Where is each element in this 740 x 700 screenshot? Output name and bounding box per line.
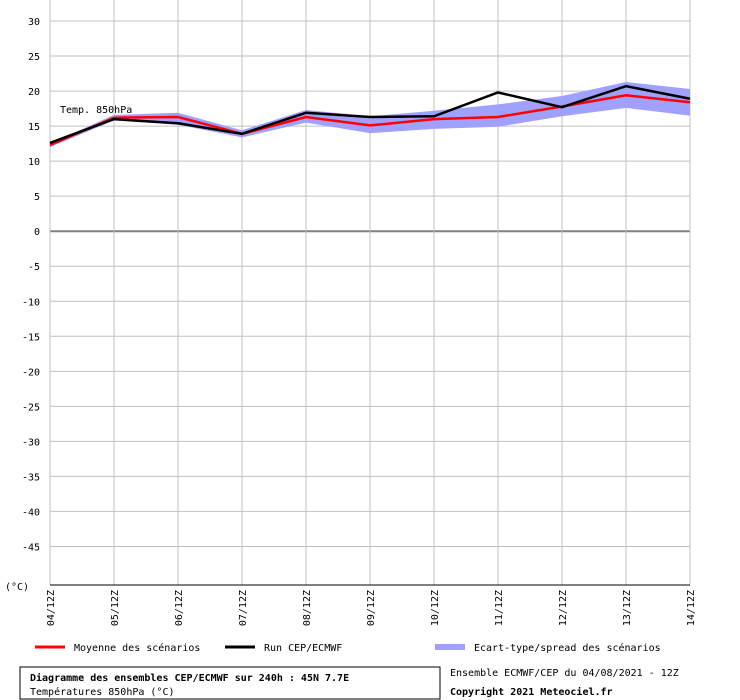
series-line	[49, 94, 691, 147]
footer-subtitle: Températures 850hPa (°C)	[30, 686, 175, 698]
y-tick-label: 0	[34, 227, 40, 238]
annotation: Temp. 850hPa	[60, 105, 132, 116]
y-tick-label: -25	[22, 402, 40, 413]
legend-label: Ecart-type/spread des scénarios	[474, 642, 661, 654]
x-tick-label: 08/12Z	[302, 590, 313, 626]
x-tick-label: 06/12Z	[174, 590, 185, 626]
footer-title: Diagramme des ensembles CEP/ECMWF sur 24…	[30, 672, 349, 684]
y-tick-label: 25	[28, 52, 40, 63]
x-tick-label: 07/12Z	[238, 590, 249, 626]
copyright: Copyright 2021 Meteociel.fr	[450, 686, 613, 698]
run-info: Ensemble ECMWF/CEP du 04/08/2021 - 12Z	[450, 668, 679, 679]
y-tick-label: -5	[28, 262, 40, 273]
x-tick-label: 12/12Z	[558, 590, 569, 626]
y-tick-label: -10	[22, 297, 40, 308]
y-tick-label: 30	[28, 17, 40, 28]
y-tick-label: 10	[28, 157, 40, 168]
y-tick-label: -35	[22, 472, 40, 483]
y-tick-label: 5	[34, 192, 40, 203]
y-tick-label: 20	[28, 87, 40, 98]
y-tick-label: -15	[22, 332, 40, 343]
series-line	[49, 84, 691, 145]
x-tick-label: 14/12Z	[686, 590, 697, 626]
x-tick-label: 11/12Z	[494, 590, 505, 626]
x-tick-label: 09/12Z	[366, 590, 377, 626]
y-tick-label: -20	[22, 367, 40, 378]
legend-label: Run CEP/ECMWF	[264, 643, 342, 654]
x-tick-label: 10/12Z	[430, 590, 441, 626]
y-tick-label: -45	[22, 542, 40, 553]
x-tick-label: 05/12Z	[110, 590, 121, 626]
y-unit: (°C)	[5, 582, 29, 593]
x-tick-label: 13/12Z	[622, 590, 633, 626]
spread-band	[50, 81, 690, 148]
y-tick-label: -40	[22, 507, 40, 518]
y-tick-label: 15	[28, 122, 40, 133]
footer-box	[19, 666, 441, 700]
legend-label: Moyenne des scénarios	[74, 642, 200, 654]
y-tick-label: -30	[22, 437, 40, 448]
x-tick-label: 04/12Z	[46, 590, 57, 626]
